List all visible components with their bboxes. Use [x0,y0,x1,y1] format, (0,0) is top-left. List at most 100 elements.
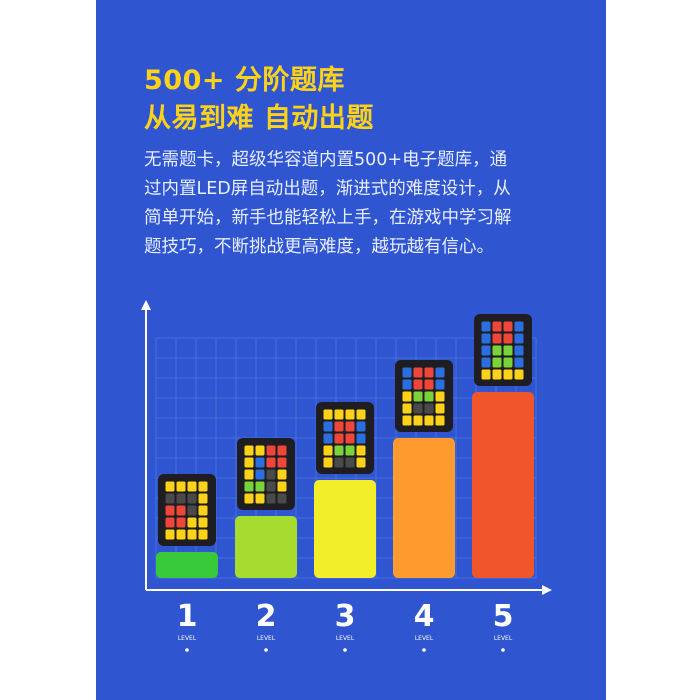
puzzle-cell [266,481,276,492]
puzzle-cell [244,493,254,504]
puzzle-frame [395,360,453,432]
puzzle-cell [503,345,513,356]
description-line: 无需题卡，超级华容道内置500+电子题库，通 [144,150,508,170]
puzzle-cell [334,409,344,420]
level-number-label: 2 [256,599,277,634]
puzzle-cell [356,433,366,444]
puzzle-cell [503,357,513,368]
level-dot [501,648,505,652]
bar-level-5 [472,392,534,578]
x-axis-arrow-icon [542,585,552,595]
puzzle-cell [503,321,513,332]
puzzle-cell [187,505,197,516]
puzzle-cell [413,403,423,414]
puzzle-cell [165,493,175,504]
level-dot [422,648,426,652]
puzzle-cell [176,529,186,540]
puzzle-board-icon [395,360,453,432]
puzzle-cell [198,505,208,516]
puzzle-cell [481,369,491,380]
puzzle-cell [176,505,186,516]
puzzle-cell [198,529,208,540]
puzzle-cell [165,481,175,492]
puzzle-cell [165,505,175,516]
puzzle-board-icon [316,402,374,474]
bar-level-3 [314,480,376,578]
puzzle-cell [413,367,423,378]
puzzle-cell [244,481,254,492]
level-word-label: LEVEL [336,635,355,642]
puzzle-cell [165,529,175,540]
puzzle-cell [266,493,276,504]
level-number-label: 4 [414,599,435,634]
puzzle-cell [244,445,254,456]
puzzle-frame [316,402,374,474]
description-line: 题技巧，不断挑战更高难度，越玩越有信心。 [144,237,494,257]
description-line: 过内置LED屏自动出题，渐进式的难度设计，从 [144,179,511,199]
puzzle-cell [244,457,254,468]
puzzle-cell [277,493,287,504]
puzzle-cell [424,391,434,402]
puzzle-cell [402,415,412,426]
puzzle-cell [323,409,333,420]
level-dot [264,648,268,652]
puzzle-cell [176,517,186,528]
description-line: 简单开始，新手也能轻松上手，在游戏中学习解 [144,208,512,228]
puzzle-cell [334,445,344,456]
puzzle-board-icon [474,314,532,386]
bar-level-2 [235,516,297,578]
puzzle-cell [198,481,208,492]
puzzle-cell [334,421,344,432]
puzzle-cell [323,457,333,468]
puzzle-icons [158,314,532,546]
heading-line-1: 500+ 分阶题库 [144,65,345,96]
bar-level-1 [156,552,218,578]
puzzle-cell [244,469,254,480]
puzzle-cell [345,421,355,432]
puzzle-cell [492,369,502,380]
level-dot [343,648,347,652]
puzzle-cell [176,481,186,492]
puzzle-cell [266,469,276,480]
puzzle-cell [345,457,355,468]
puzzle-frame [474,314,532,386]
puzzle-cell [492,357,502,368]
puzzle-cell [402,403,412,414]
puzzle-cell [323,421,333,432]
puzzle-board-icon [158,474,216,546]
puzzle-cell [277,481,287,492]
puzzle-cell [503,369,513,380]
puzzle-cell [187,529,197,540]
puzzle-cell [514,321,524,332]
puzzle-cell [435,391,445,402]
puzzle-cell [277,457,287,468]
level-word-label: LEVEL [257,635,276,642]
puzzle-cell [345,433,355,444]
puzzle-board-icon [237,438,295,510]
chart-axes [141,300,552,595]
puzzle-cell [255,469,265,480]
puzzle-cell [424,367,434,378]
level-word-label: LEVEL [415,635,434,642]
puzzle-cell [187,481,197,492]
puzzle-frame [158,474,216,546]
puzzle-cell [481,333,491,344]
puzzle-cell [402,379,412,390]
description: 无需题卡，超级华容道内置500+电子题库，通 过内置LED屏自动出题，渐进式的难… [144,146,564,262]
puzzle-cell [345,409,355,420]
puzzle-cell [402,367,412,378]
puzzle-cell [514,369,524,380]
puzzle-cell [277,445,287,456]
puzzle-cell [503,333,513,344]
level-dot [185,648,189,652]
level-number-label: 1 [177,599,198,634]
puzzle-cell [413,391,423,402]
puzzle-cell [187,517,197,528]
bar-level-4 [393,438,455,578]
puzzle-cell [334,457,344,468]
promo-panel: 500+ 分阶题库 从易到难 自动出题 无需题卡，超级华容道内置500+电子题库… [96,0,606,700]
puzzle-cell [424,403,434,414]
puzzle-cell [266,445,276,456]
puzzle-cell [198,517,208,528]
